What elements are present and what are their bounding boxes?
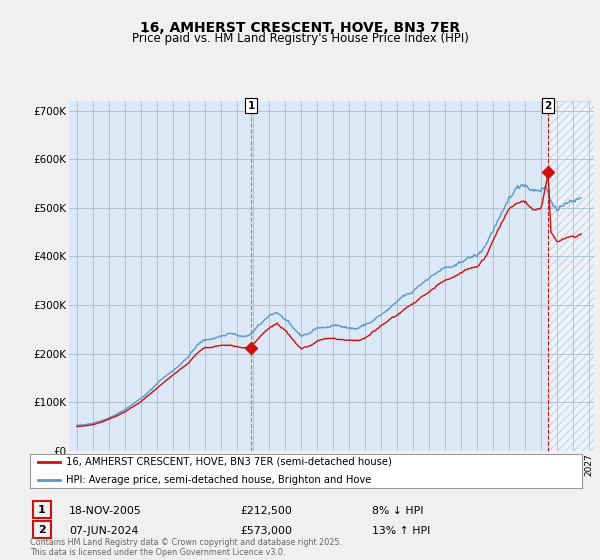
Text: 2: 2	[545, 101, 552, 111]
Text: 13% ↑ HPI: 13% ↑ HPI	[372, 526, 430, 536]
Text: 2: 2	[38, 525, 46, 535]
Text: 18-NOV-2005: 18-NOV-2005	[69, 506, 142, 516]
Text: 16, AMHERST CRESCENT, HOVE, BN3 7ER: 16, AMHERST CRESCENT, HOVE, BN3 7ER	[140, 21, 460, 35]
Text: HPI: Average price, semi-detached house, Brighton and Hove: HPI: Average price, semi-detached house,…	[66, 475, 371, 485]
Text: 8% ↓ HPI: 8% ↓ HPI	[372, 506, 424, 516]
Text: Price paid vs. HM Land Registry's House Price Index (HPI): Price paid vs. HM Land Registry's House …	[131, 32, 469, 45]
Bar	[548, 101, 594, 451]
Text: 1: 1	[248, 101, 255, 111]
Text: 07-JUN-2024: 07-JUN-2024	[69, 526, 139, 536]
Text: 16, AMHERST CRESCENT, HOVE, BN3 7ER (semi-detached house): 16, AMHERST CRESCENT, HOVE, BN3 7ER (sem…	[66, 457, 392, 467]
Text: £573,000: £573,000	[240, 526, 292, 536]
Text: 1: 1	[38, 505, 46, 515]
Text: Contains HM Land Registry data © Crown copyright and database right 2025.
This d: Contains HM Land Registry data © Crown c…	[30, 538, 342, 557]
Text: £212,500: £212,500	[240, 506, 292, 516]
